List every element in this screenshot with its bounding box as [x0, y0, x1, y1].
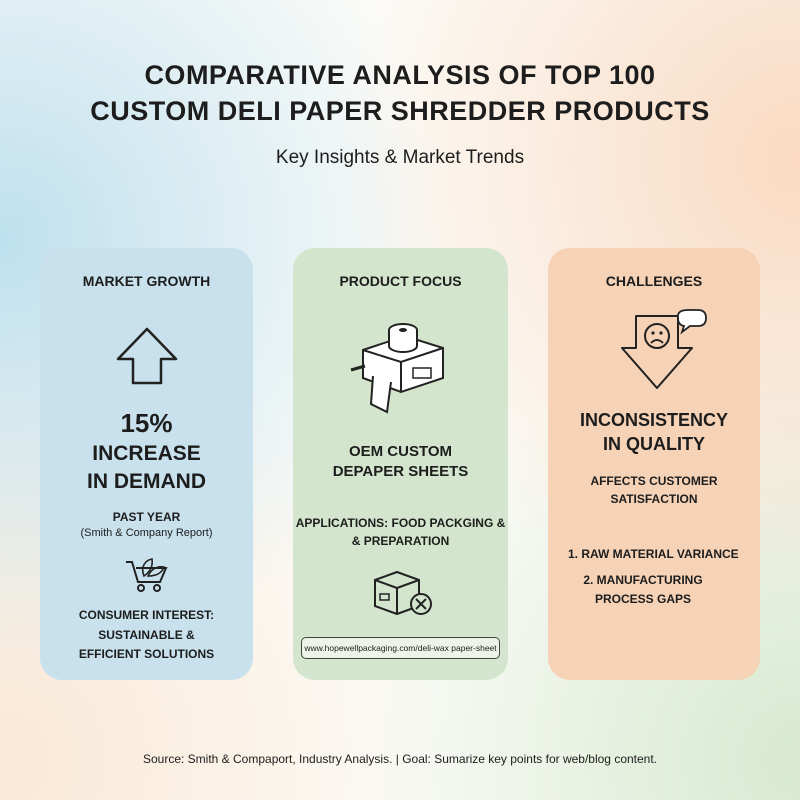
- note: CONSUMER INTEREST:: [78, 608, 215, 622]
- note: SATISFACTION: [610, 492, 698, 506]
- focus-text: OEM CUSTOM: [348, 443, 453, 460]
- stat-text: INCREASE: [92, 442, 201, 465]
- note: & PREPARATION: [351, 534, 450, 548]
- frown-arrow-icon: [621, 309, 707, 389]
- card: MARKET GROWTH 15% INCREASE IN DEMAND PAS…: [40, 248, 253, 680]
- title-line: CUSTOM DELI PAPER SHREDDER PRODUCTS: [90, 96, 710, 126]
- note: EFFICIENT SOLUTIONS: [78, 647, 215, 661]
- card-title: CHALLENGES: [605, 273, 703, 289]
- shredder-icon: [350, 323, 444, 414]
- note: APPLICATIONS: FOOD PACKGING &: [295, 516, 506, 530]
- challenge-text: IN QUALITY: [603, 434, 705, 454]
- note: PAST YEAR: [112, 510, 181, 524]
- up-arrow-icon: [116, 327, 178, 385]
- card: CHALLENGES INCONSISTENCY IN QUALITY AFFE…: [548, 248, 760, 680]
- list-item: 1. RAW MATERIAL VARIANCE: [568, 547, 739, 561]
- url: www.hopewellpackaging.com/deli-wax paper…: [301, 637, 500, 659]
- note: SUSTAINABLE &: [98, 628, 195, 642]
- cart-leaf-icon: [126, 558, 168, 592]
- focus-text: DEPAPER SHEETS: [332, 463, 469, 480]
- box-icon: [374, 570, 432, 616]
- stat: 15%: [120, 408, 173, 438]
- list-item: 2. MANUFACTURING PROCESS GAPS: [583, 573, 703, 606]
- card-title: MARKET GROWTH: [82, 273, 211, 289]
- stat-text: IN DEMAND: [87, 470, 206, 493]
- note: AFFECTS CUSTOMER: [590, 474, 718, 488]
- challenge-text: INCONSISTENCY: [579, 410, 729, 430]
- title-line: COMPARATIVE ANALYSIS OF TOP 100: [144, 60, 656, 90]
- note: (Smith & Company Report): [80, 527, 213, 539]
- footer: Source: Smith & Compaport, Industry Anal…: [142, 752, 658, 766]
- card-title: PRODUCT FOCUS: [339, 273, 462, 289]
- subtitle: Key Insights & Market Trends: [275, 147, 525, 168]
- card: PRODUCT FOCUS OEM CUSTOM DEPAPER SHEETS …: [293, 248, 508, 680]
